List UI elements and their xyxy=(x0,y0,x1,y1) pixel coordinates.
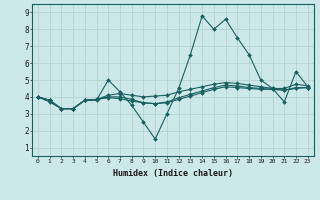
X-axis label: Humidex (Indice chaleur): Humidex (Indice chaleur) xyxy=(113,169,233,178)
